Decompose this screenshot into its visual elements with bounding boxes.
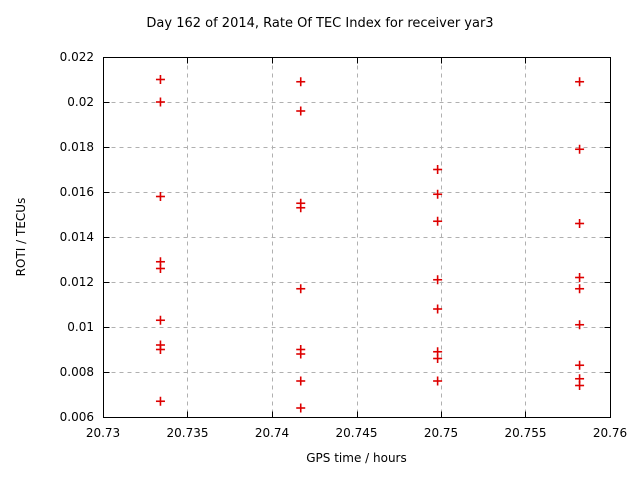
grid-lines (103, 57, 611, 418)
y-tick-label: 0.01 (67, 320, 94, 334)
data-point-plus-marker (155, 345, 165, 354)
data-point-plus-marker (433, 376, 443, 386)
data-point-plus-marker (433, 165, 443, 174)
y-tick-label: 0.016 (60, 185, 94, 199)
data-point-plus-marker (575, 360, 585, 370)
data-point-plus-marker (296, 77, 306, 87)
data-point-plus-marker (433, 354, 443, 363)
data-point-plus-marker (155, 75, 165, 84)
data-point-plus-marker (575, 273, 585, 282)
x-tick-label: 20.745 (336, 426, 378, 440)
x-tick-label: 20.75 (424, 426, 458, 440)
y-tick-label: 0.006 (60, 410, 94, 424)
data-point-plus-marker (155, 192, 165, 201)
y-tick-label: 0.014 (60, 230, 94, 244)
data-point-plus-marker (296, 403, 306, 413)
data-point-plus-marker (433, 216, 443, 226)
x-axis-label: GPS time / hours (306, 451, 407, 465)
data-point-plus-marker (575, 77, 585, 87)
data-point-plus-marker (296, 376, 306, 386)
data-point-plus-marker (155, 396, 165, 406)
data-point-plus-marker (155, 97, 165, 107)
data-point-plus-marker (575, 381, 585, 390)
y-tick-label: 0.008 (60, 365, 94, 379)
y-tick-label: 0.02 (67, 95, 94, 109)
data-point-plus-marker (296, 349, 306, 359)
x-tick-label: 20.73 (86, 426, 120, 440)
data-point-plus-marker (575, 219, 585, 228)
data-point-plus-marker (433, 189, 443, 199)
data-point-markers (155, 75, 585, 413)
data-point-plus-marker (296, 284, 306, 294)
axis-tick-labels: 20.73 20.735 20.74 20.745 20.75 20.755 20.76 0.… (60, 50, 628, 440)
y-axis-label: ROTI / TECUs (14, 197, 28, 277)
y-tick-label: 0.012 (60, 275, 94, 289)
x-tick-label: 20.755 (505, 426, 547, 440)
data-point-plus-marker (296, 203, 306, 213)
y-tick-label: 0.018 (60, 140, 94, 154)
data-point-plus-marker (575, 284, 585, 294)
y-tick-label: 0.022 (60, 50, 94, 64)
data-point-plus-marker (433, 275, 443, 285)
data-point-plus-marker (575, 144, 585, 154)
data-point-plus-marker (575, 320, 585, 330)
axis-ticks (103, 57, 611, 418)
data-point-plus-marker (155, 264, 165, 273)
data-point-plus-marker (433, 304, 443, 314)
data-point-plus-marker (296, 106, 306, 116)
x-tick-label: 20.74 (255, 426, 289, 440)
chart-title: Day 162 of 2014, Rate Of TEC Index for r… (146, 16, 494, 31)
x-tick-label: 20.735 (167, 426, 209, 440)
x-tick-label: 20.76 (593, 426, 627, 440)
data-point-plus-marker (155, 315, 165, 325)
